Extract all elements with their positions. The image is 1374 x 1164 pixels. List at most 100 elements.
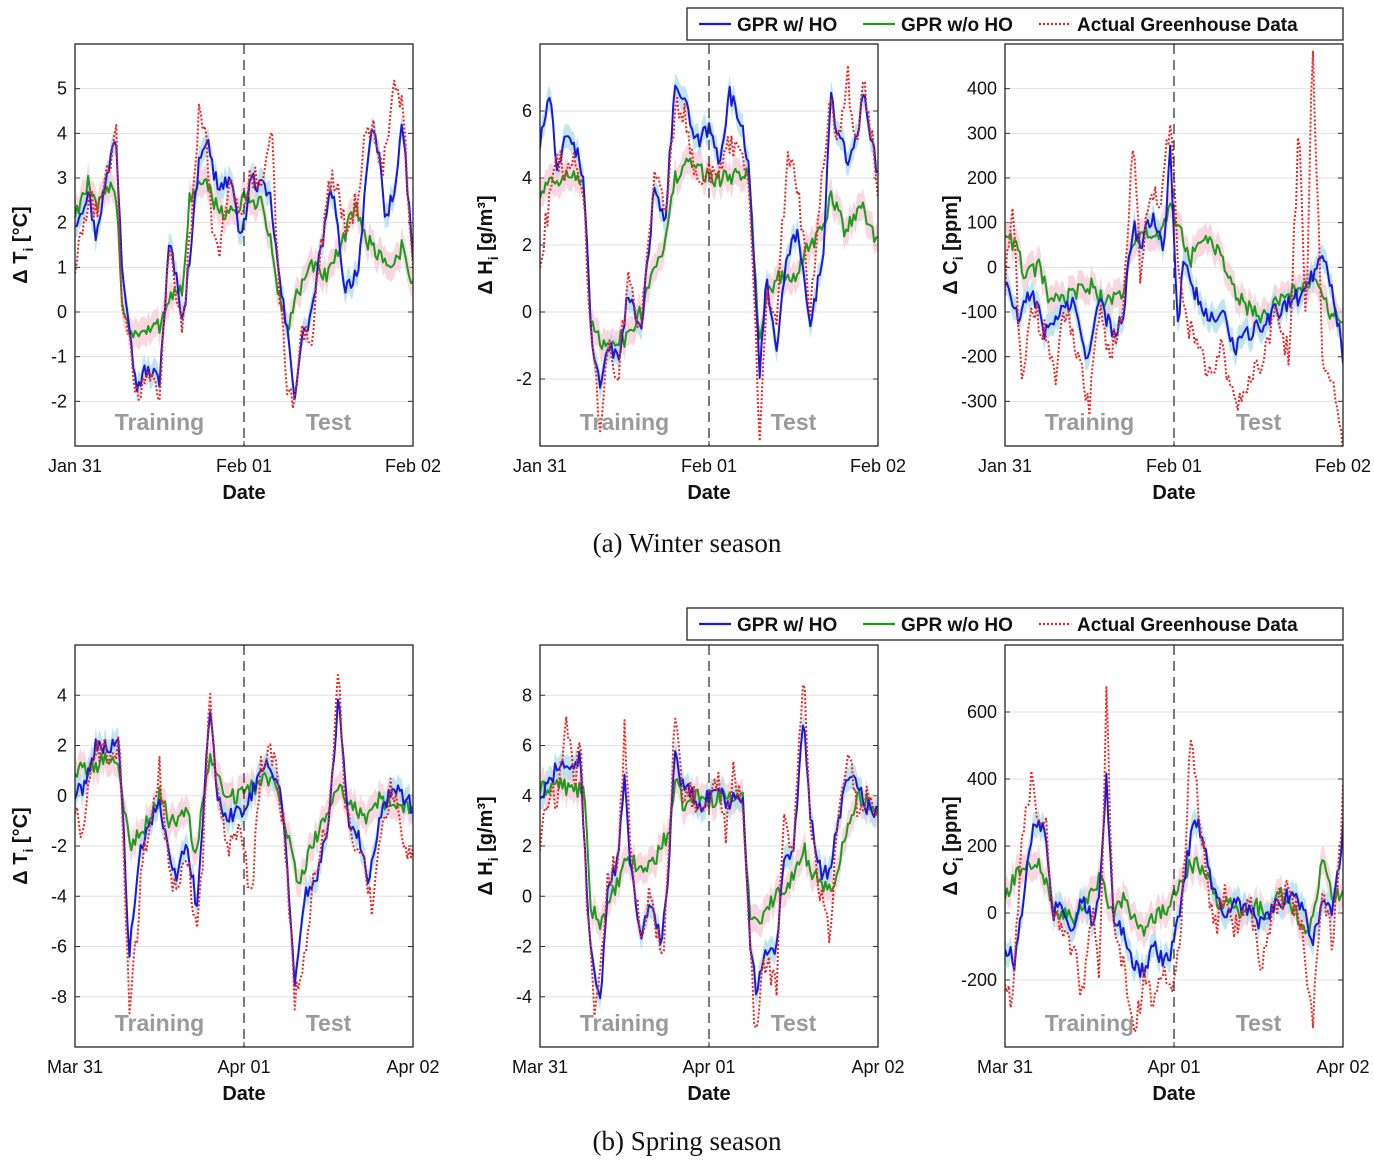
y-tick-label: 4 bbox=[522, 168, 532, 188]
axes-frame bbox=[1004, 644, 1344, 1048]
x-tick-label: Apr 02 bbox=[386, 1057, 439, 1077]
caption-winter: (a) Winter season bbox=[592, 528, 782, 558]
y-axis-label: Δ Hi [g/m³] bbox=[475, 195, 501, 294]
x-axis-label: Date bbox=[222, 1083, 265, 1105]
x-axis-label: Date bbox=[1152, 1083, 1195, 1105]
y-tick-label: -4 bbox=[516, 987, 532, 1007]
y-tick-label: -4 bbox=[51, 886, 67, 906]
panel-winter-temperature: -2 -1 0 1 2 3 4 5 Jan 31 Feb 01 Feb 02 Date Δ Ti [°C… bbox=[10, 43, 441, 504]
axes-frame bbox=[539, 644, 879, 1048]
y-tick-label: 2 bbox=[522, 836, 532, 856]
confidence-band-gpr-with-ho bbox=[75, 687, 413, 998]
y-tick-label: 6 bbox=[522, 101, 532, 121]
y-tick-label: -1 bbox=[51, 347, 67, 367]
test-region-label: Test bbox=[771, 1010, 817, 1036]
y-tick-label: 200 bbox=[967, 836, 997, 856]
y-tick-label: 8 bbox=[522, 685, 532, 705]
test-region-label: Test bbox=[1236, 409, 1282, 435]
y-tick-label: 100 bbox=[967, 213, 997, 233]
training-region-label: Training bbox=[580, 1010, 669, 1036]
caption-spring: (b) Spring season bbox=[592, 1126, 782, 1156]
series-line-actual-greenhouse-data bbox=[540, 64, 878, 443]
x-tick-label: Jan 31 bbox=[48, 456, 102, 476]
y-tick-label: 0 bbox=[57, 786, 67, 806]
y-tick-label: 2 bbox=[522, 235, 532, 255]
y-tick-label: 4 bbox=[57, 123, 67, 143]
y-tick-label: -200 bbox=[961, 970, 997, 990]
y-tick-label: 5 bbox=[57, 79, 67, 99]
y-tick-label: 200 bbox=[967, 168, 997, 188]
series-line-actual-greenhouse-data bbox=[540, 684, 878, 1029]
test-region-label: Test bbox=[306, 409, 352, 435]
panel-spring-humidity: -4 -2 0 2 4 6 8 Mar 31 Apr 01 Apr 02 Date Δ Hi [g/m… bbox=[475, 644, 905, 1105]
legend-entry-label: Actual Greenhouse Data bbox=[1077, 615, 1298, 636]
series-line-actual-greenhouse-data bbox=[75, 674, 413, 1015]
y-axis-label: Δ Ti [°C] bbox=[10, 206, 36, 283]
x-tick-label: Jan 31 bbox=[978, 456, 1032, 476]
training-region-label: Training bbox=[580, 409, 669, 435]
y-tick-label: 3 bbox=[57, 168, 67, 188]
legend-entry-label: GPR w/ HO bbox=[737, 15, 837, 36]
panel-spring-co2: -200 0 200 400 600 Mar 31 Apr 01 Apr 02 Date Δ Ci… bbox=[940, 644, 1370, 1105]
legend-spring: GPR w/ HO GPR w/o HO Actual Greenhouse Dat… bbox=[686, 607, 1344, 641]
y-axis-label: Δ Hi [g/m³] bbox=[475, 796, 501, 895]
x-tick-label: Mar 31 bbox=[512, 1057, 568, 1077]
legend-winter: GPR w/ HO GPR w/o HO Actual Greenhouse Dat… bbox=[686, 7, 1344, 41]
x-axis-label: Date bbox=[222, 482, 265, 504]
confidence-band-gpr-with-ho bbox=[1005, 133, 1343, 376]
series-line-gpr-w-ho bbox=[540, 84, 878, 389]
training-region-label: Training bbox=[1045, 409, 1134, 435]
y-tick-label: 0 bbox=[987, 903, 997, 923]
y-tick-label: 400 bbox=[967, 79, 997, 99]
training-region-label: Training bbox=[115, 409, 204, 435]
y-axis-label: Δ Ci [ppm] bbox=[940, 796, 966, 895]
x-tick-label: Feb 01 bbox=[216, 456, 272, 476]
x-tick-label: Mar 31 bbox=[977, 1057, 1033, 1077]
legend-entry-label: GPR w/ HO bbox=[737, 615, 837, 636]
axes-frame bbox=[74, 43, 414, 447]
confidence-band-gpr-without-ho bbox=[540, 144, 878, 364]
y-tick-label: 300 bbox=[967, 123, 997, 143]
test-region-label: Test bbox=[1236, 1010, 1282, 1036]
confidence-band-gpr-without-ho bbox=[75, 739, 413, 898]
x-tick-label: Feb 02 bbox=[850, 456, 906, 476]
y-tick-label: -6 bbox=[51, 937, 67, 957]
x-tick-label: Feb 02 bbox=[385, 456, 441, 476]
y-tick-label: -100 bbox=[961, 302, 997, 322]
x-tick-label: Apr 02 bbox=[851, 1057, 904, 1077]
y-axis-label: Δ Ti [°C] bbox=[10, 807, 36, 884]
y-tick-label: 4 bbox=[522, 786, 532, 806]
y-tick-label: 6 bbox=[522, 736, 532, 756]
x-tick-label: Mar 31 bbox=[47, 1057, 103, 1077]
y-tick-label: 2 bbox=[57, 213, 67, 233]
y-tick-label: 0 bbox=[987, 257, 997, 277]
x-tick-label: Feb 01 bbox=[681, 456, 737, 476]
y-tick-label: -2 bbox=[51, 391, 67, 411]
y-axis-label: Δ Ci [ppm] bbox=[940, 195, 966, 294]
x-tick-label: Jan 31 bbox=[513, 456, 567, 476]
series-line-actual-greenhouse-data bbox=[1005, 686, 1343, 1033]
legend-box bbox=[686, 7, 1344, 41]
y-tick-label: -2 bbox=[516, 369, 532, 389]
panel-winter-humidity: -2 0 2 4 6 Jan 31 Feb 01 Feb 02 Date Δ Hi [g/m³] T… bbox=[475, 43, 906, 504]
axes-frame bbox=[74, 644, 414, 1048]
training-region-label: Training bbox=[115, 1010, 204, 1036]
y-tick-label: 2 bbox=[57, 736, 67, 756]
y-tick-label: 0 bbox=[522, 302, 532, 322]
training-region-label: Training bbox=[1045, 1010, 1134, 1036]
x-tick-label: Feb 02 bbox=[1315, 456, 1371, 476]
x-tick-label: Feb 01 bbox=[1146, 456, 1202, 476]
y-tick-label: 4 bbox=[57, 685, 67, 705]
y-tick-label: 1 bbox=[57, 257, 67, 277]
y-tick-label: -200 bbox=[961, 347, 997, 367]
axes-frame bbox=[539, 43, 879, 447]
y-tick-label: 600 bbox=[967, 702, 997, 722]
y-tick-label: -2 bbox=[516, 937, 532, 957]
legend-entry-label: GPR w/o HO bbox=[901, 15, 1013, 36]
x-axis-label: Date bbox=[687, 1083, 730, 1105]
confidence-band-gpr-without-ho bbox=[1005, 189, 1343, 337]
test-region-label: Test bbox=[306, 1010, 352, 1036]
x-tick-label: Apr 01 bbox=[682, 1057, 735, 1077]
panel-winter-co2: -300 -200 -100 0 100 200 300 400 Jan 31 Feb 01 Feb… bbox=[940, 43, 1371, 504]
legend-entry-label: GPR w/o HO bbox=[901, 615, 1013, 636]
